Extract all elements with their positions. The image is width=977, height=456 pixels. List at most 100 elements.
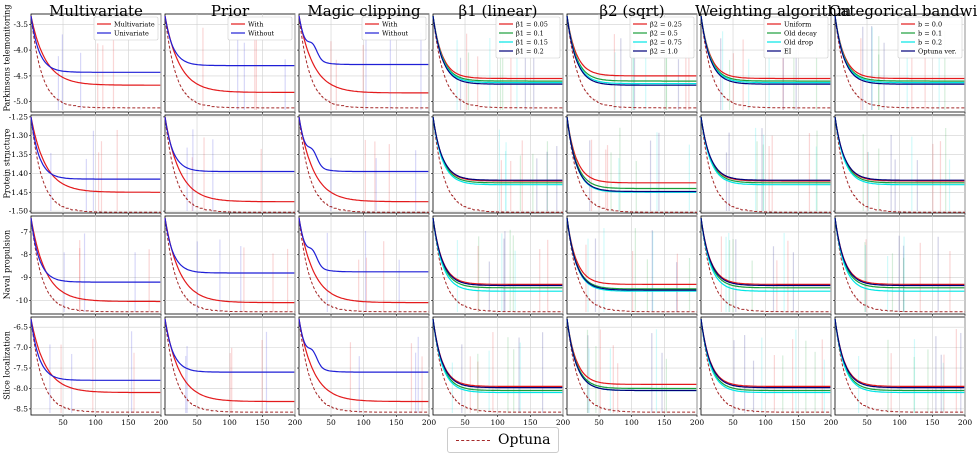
series-line [834, 318, 965, 387]
series-line [700, 217, 831, 289]
optuna-line [834, 15, 965, 109]
column-title: Categorical bandwidth: b [829, 2, 977, 20]
x-tick-label: 50 [192, 418, 202, 427]
series-line [700, 318, 831, 394]
series-line [566, 116, 697, 190]
series-line [432, 318, 563, 392]
series-line [834, 116, 965, 186]
y-tick-label: -8.0 [14, 384, 29, 393]
x-tick-label: 150 [121, 418, 136, 427]
series-line [30, 116, 161, 180]
legend-label: Optuna ver. [918, 47, 956, 55]
series-line [566, 116, 697, 184]
series-line [834, 217, 965, 285]
column-title: β2 (sqrt) [599, 2, 665, 20]
x-tick-label: 100 [759, 418, 774, 427]
subplot [565, 215, 698, 316]
row-label: Slice localization [2, 331, 12, 400]
subplot-frame [298, 215, 430, 315]
subplot-frame [432, 215, 564, 315]
y-tick-label: -6.5 [14, 323, 29, 332]
baseline-legend: Optuna [447, 427, 559, 453]
legend-label: Old drop [784, 38, 813, 46]
legend-label: β2 = 0.25 [650, 20, 682, 28]
legend-label: Uniform [784, 20, 811, 28]
series-line [432, 217, 563, 287]
series-line [432, 217, 563, 289]
legend-label: Without [248, 29, 275, 37]
x-tick-label: 200 [824, 418, 839, 427]
optuna-line [164, 217, 295, 313]
subplot-frame [30, 215, 162, 315]
series-line [164, 116, 295, 173]
optuna-dashed-line-swatch [456, 439, 490, 441]
optuna-legend-label: Optuna [498, 432, 551, 448]
y-tick-label: -7.0 [14, 343, 29, 352]
x-tick-label: 150 [389, 418, 404, 427]
legend-label: EI [784, 47, 792, 55]
legend-label: Multivariate [114, 20, 155, 28]
x-tick-label: 150 [657, 418, 672, 427]
x-tick-label: 100 [89, 418, 104, 427]
y-tick-label: -1.50 [9, 207, 28, 216]
legend-box [361, 16, 427, 41]
column-title: Magic clipping [307, 2, 421, 20]
column-title: Multivariate [49, 2, 143, 20]
series-line [432, 15, 563, 82]
series-line [566, 318, 697, 392]
subplot: 50 100 150 200 [297, 316, 436, 427]
series-line [164, 318, 295, 373]
x-tick-label: 150 [925, 418, 940, 427]
series-line [834, 15, 965, 84]
subplot: 50 100 150 200 [699, 316, 839, 427]
subplot-frame [164, 215, 296, 315]
series-line [700, 318, 831, 387]
series-line [700, 217, 831, 287]
y-tick-label: -7.5 [14, 364, 29, 373]
x-tick-label: 100 [625, 418, 640, 427]
series-line [566, 318, 697, 390]
legend-box [93, 16, 159, 41]
subplot: 50 100 150 200 [431, 316, 570, 427]
optuna-line [432, 217, 563, 313]
series-line [432, 15, 563, 80]
series-line [834, 15, 965, 82]
subplot-frame [566, 316, 698, 416]
x-tick-label: 50 [594, 418, 604, 427]
series-line [432, 116, 563, 181]
legend-label: Without [382, 29, 409, 37]
series-line [700, 116, 831, 186]
row-label: Naval propulsion [2, 229, 12, 300]
series-line [566, 15, 697, 86]
y-tick-label: -1.25 [9, 112, 28, 121]
subplot-frame [432, 316, 564, 416]
series-line [700, 116, 831, 181]
series-line [432, 318, 563, 387]
series-line [834, 318, 965, 389]
x-tick-label: 50 [460, 418, 470, 427]
legend-box [227, 16, 293, 41]
optuna-line [700, 116, 831, 213]
x-tick-label: 200 [958, 418, 973, 427]
series-line [700, 15, 831, 84]
subplot: 50 100 150 200 -6.5 -7.0 -7.5 -8.0 -8.5 [14, 316, 168, 427]
subplot: -1.25 -1.30 -1.35 -1.40 -1.45 -1.50 [9, 112, 162, 216]
legend-label: Univariate [114, 29, 149, 37]
column-title: Weighting algorithm [695, 2, 852, 20]
series-line [30, 217, 161, 303]
series-line [432, 15, 563, 84]
series-line [700, 15, 831, 82]
legend-box [897, 16, 963, 59]
subplot-frame [700, 316, 832, 416]
subplot [699, 215, 832, 316]
column-title: Prior [210, 2, 250, 20]
subplot [297, 114, 430, 215]
series-line [30, 15, 161, 86]
legend-label: Old decay [784, 29, 817, 37]
optuna-line [164, 15, 295, 109]
optuna-line [566, 116, 697, 213]
legend-label: b = 0.0 [918, 20, 942, 28]
